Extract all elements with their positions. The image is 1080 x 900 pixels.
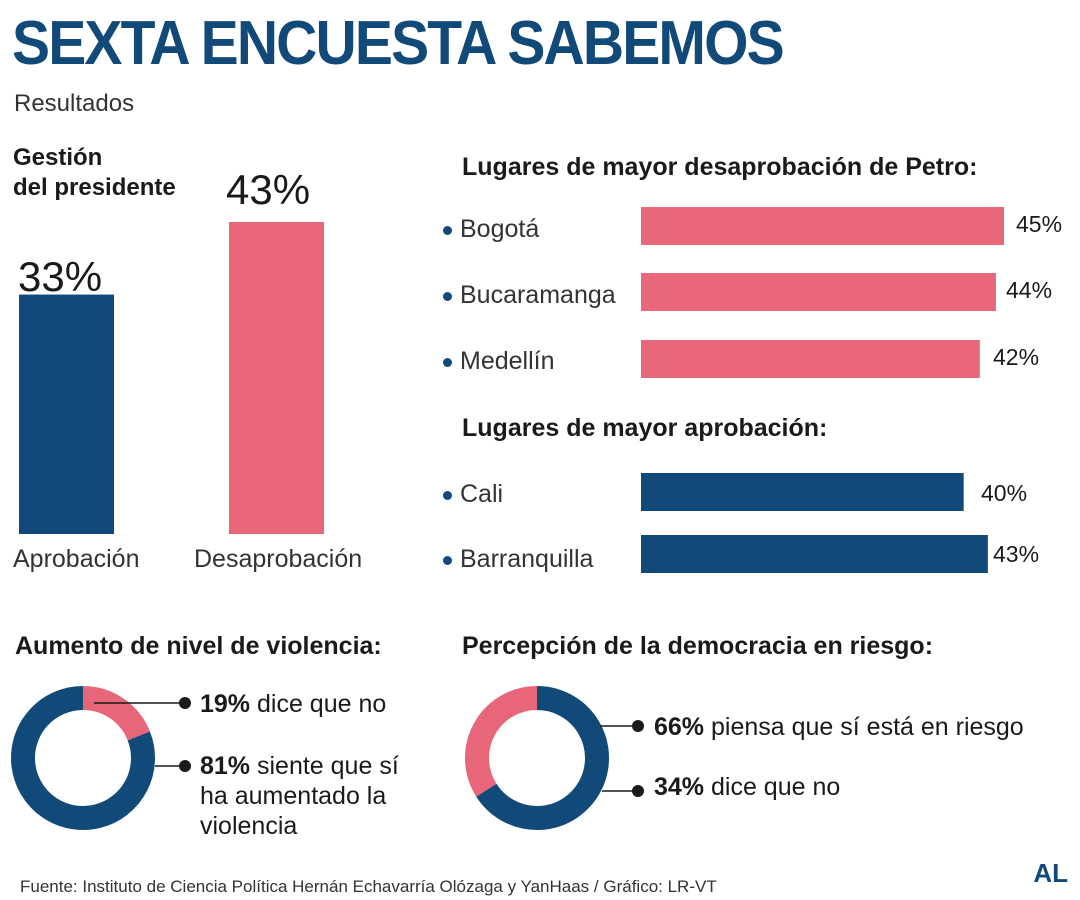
gestion-title: Gestión del presidente xyxy=(13,143,176,203)
desaprobacion-lugares-title: Lugares de mayor desaprobación de Petro: xyxy=(462,153,978,181)
democracia-donut-slice-0 xyxy=(476,686,609,830)
gestion-title-line2: del presidente xyxy=(13,174,176,201)
source-footer: Fuente: Instituto de Ciencia Política He… xyxy=(20,877,717,896)
violencia-si-text-line3: violencia xyxy=(200,812,298,840)
bogota-label-text: Bogotá xyxy=(460,215,540,243)
desaprobacion-bar-2 xyxy=(641,340,980,378)
democracia-no-pct: 34% xyxy=(654,773,705,801)
desaprobacion-category-label: Desaprobación xyxy=(194,545,363,573)
page-title: SEXTA ENCUESTA SABEMOS xyxy=(12,9,785,78)
democracia-si-leader-dot xyxy=(632,720,644,732)
democracia-title: Percepción de la democracia en riesgo: xyxy=(462,632,934,660)
violencia-si-text-line1: siente que sí xyxy=(257,752,399,780)
cali-value: 40% xyxy=(981,480,1028,506)
gestion-title-line1: Gestión xyxy=(13,144,103,171)
page-subtitle: Resultados xyxy=(14,90,135,117)
gestion-bar-aprobacion xyxy=(19,294,114,534)
democracia-si-text: piensa que sí está en riesgo xyxy=(711,713,1024,741)
desaprobacion-value-label: 43% xyxy=(226,166,311,213)
aprobacion-bar-1 xyxy=(641,535,988,573)
democracia-si-annotation: 66% piensa que sí está en riesgo xyxy=(654,712,1024,742)
bullet-dot-icon xyxy=(443,555,452,565)
barranquilla-label-text: Barranquilla xyxy=(460,545,594,573)
bullet-dot-icon xyxy=(443,490,452,500)
medellin-label-text: Medellín xyxy=(460,347,555,375)
violencia-title: Aumento de nivel de violencia: xyxy=(15,632,382,660)
democracia-donut-slice-1 xyxy=(465,686,538,797)
violencia-no-leader-dot xyxy=(179,697,191,709)
democracia-si-pct: 66% xyxy=(654,713,705,741)
violencia-si-annotation: 81% siente que sí ha aumentado la violen… xyxy=(200,751,399,841)
violencia-donut-slice-0 xyxy=(82,686,150,741)
barranquilla-label: Barranquilla xyxy=(443,545,593,574)
aprobacion-category-label: Aprobación xyxy=(13,545,140,573)
bogota-value: 45% xyxy=(1016,211,1063,237)
bullet-dot-icon xyxy=(443,225,452,235)
aprobacion-value-label: 33% xyxy=(18,253,103,300)
bullet-dot-icon xyxy=(443,357,452,367)
medellin-value: 42% xyxy=(993,344,1040,370)
bullet-dot-icon xyxy=(443,291,452,301)
barranquilla-value: 43% xyxy=(993,541,1040,567)
medellin-label: Medellín xyxy=(443,347,555,376)
violencia-donut-slice-1 xyxy=(11,686,155,830)
bucaramanga-value: 44% xyxy=(1006,277,1053,303)
bucaramanga-label-text: Bucaramanga xyxy=(460,281,616,309)
bogota-label: Bogotá xyxy=(443,215,539,244)
desaprobacion-bar-1 xyxy=(641,273,996,311)
violencia-no-text: dice que no xyxy=(257,690,387,718)
gestion-bar-desaprobacion xyxy=(229,222,324,534)
bucaramanga-label: Bucaramanga xyxy=(443,281,616,310)
democracia-no-text: dice que no xyxy=(711,773,841,801)
democracia-no-annotation: 34% dice que no xyxy=(654,772,840,802)
violencia-si-leader-dot xyxy=(179,760,191,772)
aprobacion-lugares-title: Lugares de mayor aprobación: xyxy=(462,414,828,442)
aprobacion-bar-0 xyxy=(641,473,964,511)
cali-label-text: Cali xyxy=(460,480,504,508)
desaprobacion-bar-0 xyxy=(641,207,1004,245)
brand-logo: AL xyxy=(1033,858,1068,888)
violencia-si-pct: 81% xyxy=(200,752,251,780)
violencia-no-annotation: 19% dice que no xyxy=(200,689,386,719)
violencia-no-pct: 19% xyxy=(200,690,251,718)
cali-label: Cali xyxy=(443,480,503,509)
violencia-si-text-line2: ha aumentado la xyxy=(200,782,387,810)
democracia-no-leader-dot xyxy=(632,785,644,797)
